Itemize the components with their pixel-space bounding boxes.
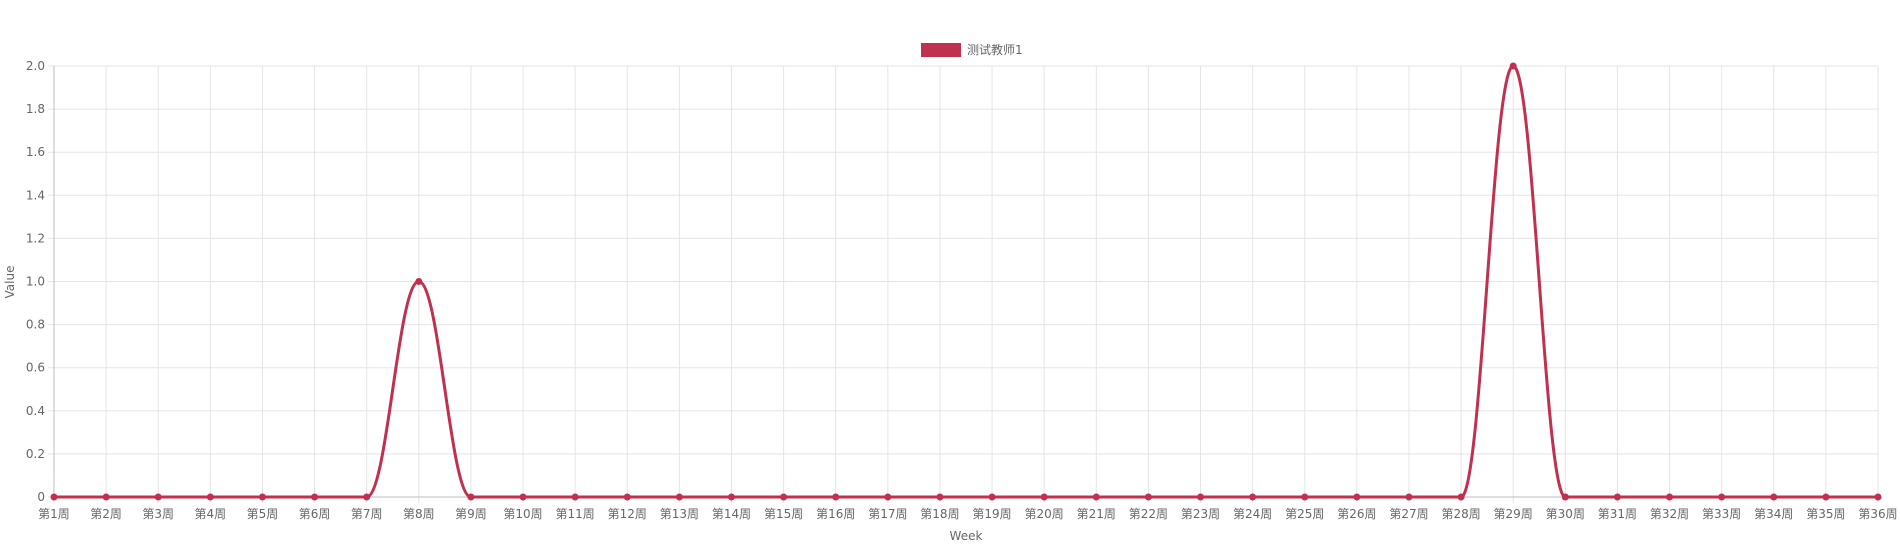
x-tick-label: 第23周 [1181,507,1220,521]
x-tick-label: 第5周 [247,507,279,521]
x-tick-label: 第6周 [299,507,331,521]
data-point[interactable] [50,493,58,501]
data-point[interactable] [884,493,892,501]
x-tick-label: 第26周 [1337,507,1376,521]
data-point[interactable] [1457,493,1465,501]
x-tick-label: 第18周 [920,507,959,521]
x-axis-title: Week [950,529,983,543]
x-tick-label: 第2周 [90,507,122,521]
data-point[interactable] [1353,493,1361,501]
data-point[interactable] [1040,493,1048,501]
x-tick-label: 第15周 [764,507,803,521]
x-tick-label: 第27周 [1389,507,1428,521]
x-tick-label: 第3周 [142,507,174,521]
data-point[interactable] [988,493,996,501]
y-tick-label: 1.4 [26,188,45,202]
data-point[interactable] [1509,62,1517,70]
x-tick-label: 第14周 [712,507,751,521]
x-tick-label: 第36周 [1858,507,1897,521]
data-point[interactable] [1144,493,1152,501]
legend-swatch [921,43,961,57]
grid-lines [48,65,1879,503]
x-tick-label: 第30周 [1546,507,1585,521]
x-tick-label: 第10周 [503,507,542,521]
data-point[interactable] [727,493,735,501]
data-point[interactable] [206,493,214,501]
data-point[interactable] [571,493,579,501]
y-tick-label: 1.8 [26,102,45,116]
y-tick-labels: 0 0.2 0.4 0.6 0.8 1.0 1.2 1.4 1.6 1.8 2.0 [26,59,45,504]
x-tick-label: 第24周 [1233,507,1272,521]
x-tick-label: 第25周 [1285,507,1324,521]
y-tick-label: 0 [37,490,45,504]
data-point[interactable] [467,493,475,501]
x-tick-label: 第1周 [38,507,70,521]
x-tick-label: 第34周 [1754,507,1793,521]
x-tick-label: 第31周 [1598,507,1637,521]
data-point[interactable] [1092,493,1100,501]
x-tick-label: 第17周 [868,507,907,521]
data-point[interactable] [1613,493,1621,501]
data-point[interactable] [1822,493,1830,501]
x-tick-label: 第22周 [1129,507,1168,521]
data-point[interactable] [623,493,631,501]
legend-label: 测试教师1 [967,42,1023,57]
y-tick-label: 0.2 [26,447,45,461]
x-tick-label: 第32周 [1650,507,1689,521]
x-tick-label: 第35周 [1806,507,1845,521]
data-point[interactable] [1301,493,1309,501]
x-tick-label: 第11周 [556,507,595,521]
x-tick-label: 第13周 [660,507,699,521]
data-point[interactable] [311,493,319,501]
x-tick-label: 第8周 [403,507,435,521]
legend[interactable]: 测试教师1 [921,42,1023,57]
y-tick-label: 2.0 [26,59,45,73]
data-point[interactable] [415,278,423,285]
x-tick-label: 第9周 [455,507,487,521]
data-point[interactable] [258,493,266,501]
x-tick-label: 第20周 [1025,507,1064,521]
data-point[interactable] [780,493,788,501]
x-tick-label: 第12周 [608,507,647,521]
data-point[interactable] [675,493,683,501]
data-point[interactable] [519,493,527,501]
y-tick-label: 1.6 [26,145,45,159]
data-point[interactable] [1197,493,1205,501]
x-tick-labels: 第1周 第2周 第3周 第4周 第5周 第6周 第7周 第8周 第9周 第10周 第11周 第12周第… [38,507,1897,521]
y-tick-label: 1.2 [26,231,45,245]
x-tick-label: 第4周 [195,507,227,521]
x-tick-label: 第16周 [816,507,855,521]
y-tick-label: 0.4 [26,404,45,418]
data-point[interactable] [1874,493,1882,501]
x-tick-label: 第19周 [972,507,1011,521]
y-tick-label: 0.6 [26,361,45,375]
x-tick-label: 第21周 [1077,507,1116,521]
data-point[interactable] [1561,493,1569,501]
x-tick-label: 第33周 [1702,507,1741,521]
data-point[interactable] [363,493,371,501]
data-point[interactable] [832,493,840,501]
y-tick-label: 1.0 [26,275,45,289]
data-point[interactable] [1249,493,1257,501]
data-point[interactable] [1405,493,1413,501]
x-tick-label: 第29周 [1494,507,1533,521]
series-layer [50,62,1882,501]
data-point[interactable] [154,493,162,501]
data-point[interactable] [102,493,110,501]
legend-item[interactable]: 测试教师1 [921,42,1023,57]
y-tick-label: 0.8 [26,318,45,332]
x-tick-label: 第28周 [1441,507,1480,521]
data-point[interactable] [1666,493,1674,501]
x-tick-label: 第7周 [351,507,383,521]
data-point[interactable] [936,493,944,501]
data-point[interactable] [1770,493,1778,501]
y-axis-title: Value [3,266,17,299]
data-point[interactable] [1718,493,1726,501]
